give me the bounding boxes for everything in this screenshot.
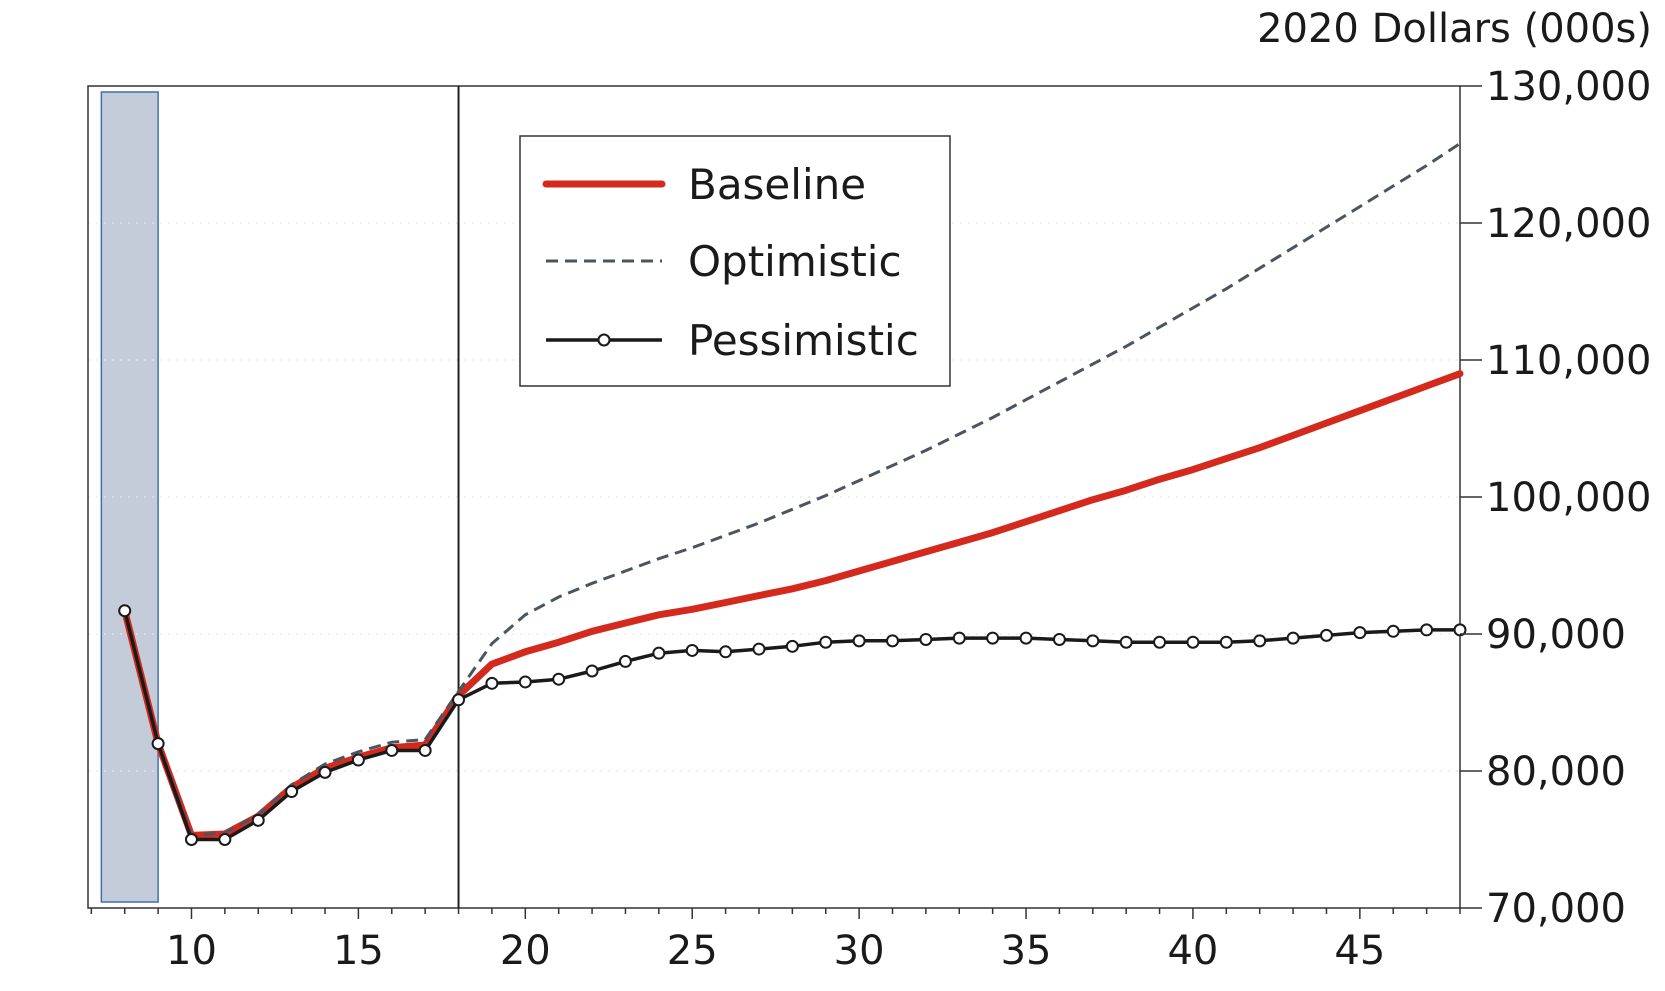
pessimistic-point [1253, 634, 1267, 648]
legend-label-optimistic: Optimistic [688, 237, 902, 286]
pessimistic-point [552, 672, 566, 686]
y-tick-label: 70,000 [1486, 886, 1626, 932]
pessimistic-point [652, 646, 666, 660]
y-tick-label: 120,000 [1486, 201, 1651, 247]
pessimistic-point [819, 635, 833, 649]
legend: Baseline Optimistic Pessimistic [519, 135, 951, 387]
x-tick-label: 35 [1001, 928, 1052, 974]
pessimistic-point [251, 813, 265, 827]
pessimistic-point [1286, 631, 1300, 645]
pessimistic-point [685, 643, 699, 657]
x-tick-label: 15 [333, 928, 384, 974]
series-lines [118, 142, 1467, 846]
pessimistic-point [919, 632, 933, 646]
pessimistic-point [1153, 635, 1167, 649]
y-tick-label: 80,000 [1486, 749, 1626, 795]
x-axis: 10 15 20 25 30 35 40 45 [90, 908, 1461, 974]
pessimistic-point [285, 785, 299, 799]
pessimistic-point [218, 833, 232, 846]
pessimistic-point [1019, 631, 1033, 645]
pessimistic-point [719, 645, 733, 659]
pessimistic-point [585, 664, 599, 678]
x-tick-label: 20 [500, 928, 551, 974]
legend-label-baseline: Baseline [688, 160, 866, 209]
pessimistic-point [1052, 632, 1066, 646]
pessimistic-point [318, 765, 332, 779]
pessimistic-point [418, 743, 432, 757]
series-line-optimistic [123, 142, 1461, 837]
pessimistic-point [1353, 626, 1367, 640]
pessimistic-point [518, 675, 532, 689]
x-tick-label: 30 [834, 928, 885, 974]
pessimistic-point [118, 604, 132, 618]
pessimistic-point [1420, 623, 1434, 637]
x-tick-label: 25 [667, 928, 718, 974]
pessimistic-point [385, 743, 399, 757]
pessimistic-point [1186, 635, 1200, 649]
pessimistic-point [618, 654, 632, 668]
x-tick-label: 45 [1334, 928, 1385, 974]
x-tick-label: 40 [1167, 928, 1218, 974]
pessimistic-point [886, 634, 900, 648]
legend-label-pessimistic: Pessimistic [688, 316, 919, 365]
pessimistic-point [852, 634, 866, 648]
series-line-baseline [121, 370, 1464, 839]
pessimistic-point [986, 631, 1000, 645]
y-tick-label: 100,000 [1486, 475, 1651, 521]
pessimistic-point [485, 676, 499, 690]
pessimistic-point [452, 693, 466, 707]
pessimistic-point [351, 753, 365, 767]
pessimistic-point [1386, 624, 1400, 638]
legend-marker-pessimistic [597, 333, 611, 347]
pessimistic-point [151, 737, 165, 751]
pessimistic-point [1453, 623, 1467, 637]
x-tick-label: 10 [166, 928, 217, 974]
pessimistic-point [785, 639, 799, 653]
y-tick-label: 90,000 [1486, 612, 1626, 658]
y-axis-right: 70,000 80,000 90,000 100,000 110,000 120,000 1… [1460, 64, 1651, 932]
y-tick-label: 110,000 [1486, 338, 1651, 384]
y-axis-unit-label: 2020 Dollars (000s) [1257, 6, 1652, 52]
pessimistic-point [1119, 635, 1133, 649]
pessimistic-point [952, 631, 966, 645]
pessimistic-point [1086, 634, 1100, 648]
y-tick-label: 130,000 [1486, 64, 1651, 110]
pessimistic-point [1219, 635, 1233, 649]
pessimistic-point [752, 642, 766, 656]
pessimistic-point [184, 833, 198, 846]
pessimistic-point [1319, 628, 1333, 642]
